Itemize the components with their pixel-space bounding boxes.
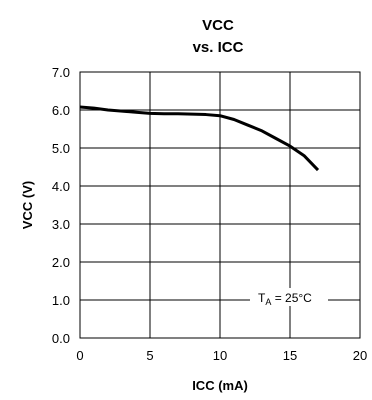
- x-tick-label: 0: [76, 348, 83, 363]
- y-axis-label: VCC (V): [20, 181, 35, 229]
- x-tick-label: 5: [146, 348, 153, 363]
- annotation-text: TA = 25°C: [258, 291, 312, 307]
- series-layer: [79, 105, 320, 172]
- temperature-annotation: TA = 25°C: [250, 288, 328, 307]
- annotation-rest: = 25°C: [271, 291, 312, 305]
- y-tick-label: 3.0: [52, 217, 70, 232]
- y-tick-label: 4.0: [52, 179, 70, 194]
- vcc-curve-line: [79, 105, 320, 172]
- annotation-background: [250, 288, 328, 306]
- y-tick-label: 7.0: [52, 65, 70, 80]
- tick-layer: 0 5 10 15 20 0.0 1.0 2.0 3.0 4.0 5.0 6.0 7.0: [52, 65, 367, 363]
- x-tick-label: 20: [353, 348, 367, 363]
- x-tick-label: 15: [283, 348, 297, 363]
- annotation-main: T: [258, 291, 266, 305]
- y-tick-label: 0.0: [52, 331, 70, 346]
- y-tick-label: 2.0: [52, 255, 70, 270]
- y-tick-label: 6.0: [52, 103, 70, 118]
- chart-title: VCC: [202, 17, 234, 34]
- annotation-subscript: A: [265, 297, 271, 307]
- y-tick-label: 5.0: [52, 141, 70, 156]
- x-axis-label: ICC (mA): [192, 378, 248, 393]
- y-tick-label: 1.0: [52, 293, 70, 308]
- x-tick-label: 10: [213, 348, 227, 363]
- chart-subtitle: vs. ICC: [193, 39, 244, 56]
